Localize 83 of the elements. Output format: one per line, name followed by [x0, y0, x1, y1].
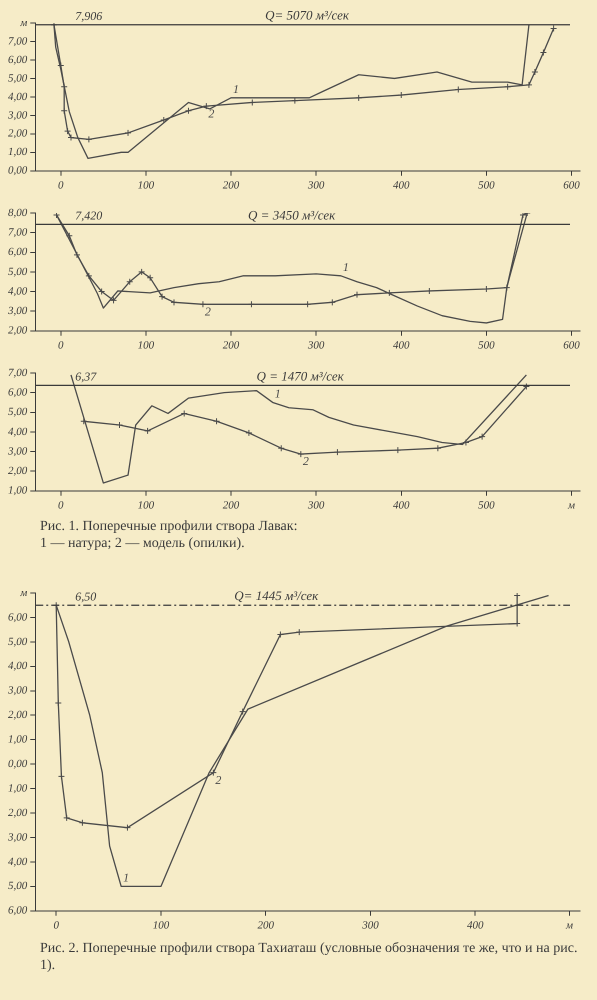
y-tick-label: 6,00 [8, 54, 28, 66]
ref-line-label: 6,50 [75, 589, 96, 604]
x-tick-label: 600 [563, 339, 580, 352]
series-label: 1 [123, 870, 130, 885]
y-tick-label: 3,00 [7, 445, 28, 458]
series-label: 2 [208, 106, 214, 120]
y-tick-label: 4,00 [8, 426, 28, 438]
x-tick-label: 100 [138, 179, 155, 192]
ref-line-label: 7,906 [75, 8, 102, 23]
y-tick-label: 2,00 [8, 709, 28, 722]
x-tick-label: 0 [53, 919, 60, 932]
y-tick-label: 2,00 [8, 806, 28, 819]
x-tick-label: 200 [222, 499, 240, 512]
text: Рис. 2. Поперечные профили створа Тахиаташ (условные обозначения те же, что и на рис. 1). [40, 940, 578, 974]
ref-line-label: 7,420 [75, 208, 102, 223]
x-tick-label: 500 [478, 499, 496, 512]
y-tick-label: 4,00 [8, 90, 28, 103]
x-tick-label: 0 [58, 339, 64, 352]
series-label: 2 [302, 454, 309, 468]
x-tick-label: 400 [393, 339, 410, 352]
x-tick-label: 400 [393, 499, 410, 512]
series-label: 2 [204, 304, 211, 318]
y-tick-label: 7,00 [8, 366, 28, 379]
annotation: Q= 5070 м³/сек [265, 8, 350, 23]
x-tick-label: 300 [361, 919, 380, 932]
series-label: 2 [215, 772, 222, 787]
x-tick-label: 200 [222, 179, 240, 192]
y-tick-label: 1,00 [8, 734, 28, 746]
x-tick-label: 100 [152, 919, 170, 932]
x-tick-label: 600 [563, 179, 580, 192]
x-tick-label: 0 [58, 179, 64, 192]
x-tick-label: 100 [138, 499, 155, 512]
y-tick-label: 5,00 [8, 880, 28, 892]
y-tick-label: м [19, 586, 28, 599]
y-tick-label: 4,00 [8, 660, 28, 672]
y-tick-label: 1,00 [8, 146, 28, 158]
x-tick-label: 300 [306, 339, 325, 352]
y-tick-label: 0,00 [8, 164, 28, 177]
y-tick-label: 4,00 [8, 285, 28, 298]
x-tick-label: м [566, 499, 576, 512]
x-tick-label: 400 [466, 919, 484, 932]
x-tick-label: 0 [58, 499, 64, 512]
x-tick-label: 500 [478, 179, 496, 192]
y-tick-label: 5,00 [8, 636, 28, 648]
y-tick-label: 2,00 [8, 324, 28, 337]
y-tick-label: 2,00 [8, 128, 28, 140]
x-tick-label: 300 [306, 179, 325, 192]
x-tick-label: 200 [257, 919, 274, 932]
y-tick-label: 5,00 [8, 406, 28, 418]
series-label: 1 [274, 386, 281, 401]
y-tick-label: 4,00 [8, 856, 28, 868]
series-label: 1 [233, 82, 240, 96]
y-tick-label: 2,00 [8, 465, 28, 478]
y-tick-label: 0,00 [8, 758, 28, 770]
y-tick-label: 1,00 [8, 484, 28, 497]
y-tick-label: 6,00 [8, 904, 28, 917]
text: 1 — натура; 2 — модель (опилки). [40, 535, 246, 552]
annotation: Q= 1445 м³/сек [234, 588, 320, 604]
x-tick-label: м [565, 919, 574, 932]
y-tick-label: 6,00 [8, 246, 28, 258]
y-tick-label: 6,00 [8, 611, 28, 624]
y-tick-label: 5,00 [8, 266, 28, 278]
y-tick-label: 5,00 [8, 72, 28, 84]
x-tick-label: 500 [478, 339, 496, 352]
text: Рис. 1. Поперечные профили створа Лавак: [40, 518, 298, 535]
x-tick-label: 100 [138, 339, 155, 352]
y-tick-label: 7,00 [8, 226, 28, 239]
y-tick-label: 3,00 [7, 305, 28, 318]
annotation: Q = 1470 м³/сек [256, 368, 345, 384]
y-tick-label: 7,00 [8, 35, 28, 48]
y-tick-label: м [19, 16, 28, 29]
ref-line-label: 6,37 [75, 370, 98, 384]
x-tick-label: 400 [393, 179, 410, 192]
y-tick-label: 3,00 [7, 684, 28, 697]
series-label: 1 [342, 260, 349, 274]
x-tick-label: 300 [306, 499, 325, 512]
y-tick-label: 6,00 [8, 386, 28, 399]
y-tick-label: 8,00 [8, 206, 28, 219]
annotation: Q = 3450 м³/сек [248, 207, 336, 222]
y-tick-label: 3,00 [7, 109, 28, 122]
x-tick-label: 200 [222, 339, 240, 352]
y-tick-label: 1,00 [8, 782, 28, 794]
y-tick-label: 3,00 [7, 831, 28, 844]
